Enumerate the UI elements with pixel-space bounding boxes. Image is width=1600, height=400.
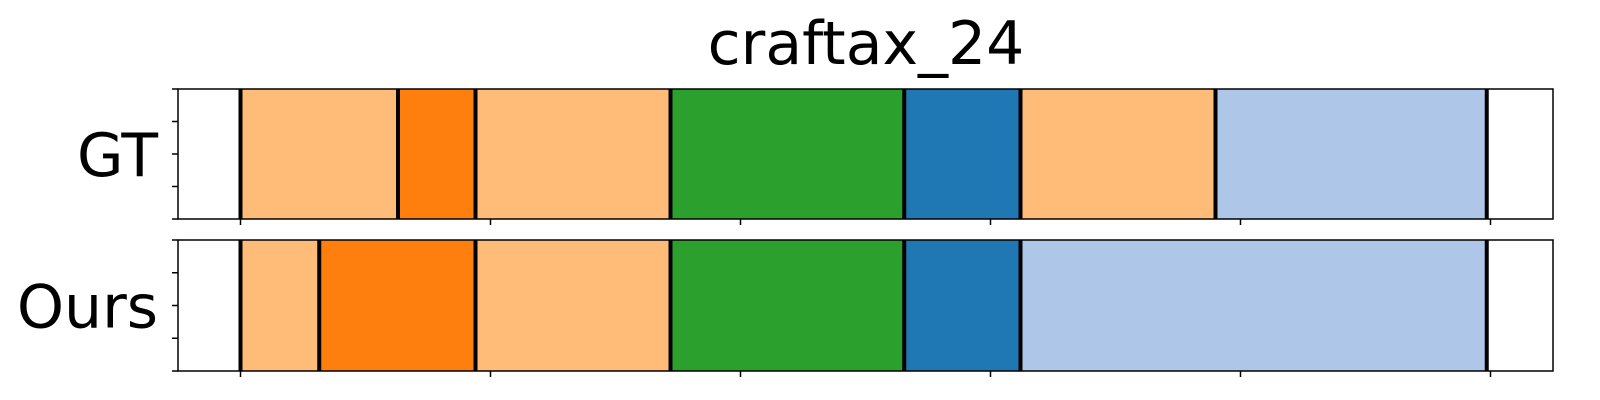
segment	[1215, 89, 1487, 219]
row-gt: GT	[77, 88, 1554, 225]
segment	[904, 89, 1021, 219]
row-ours: Ours	[17, 239, 1554, 377]
segment	[1020, 89, 1216, 219]
segment	[240, 240, 320, 371]
segment	[240, 89, 398, 219]
segment	[670, 89, 905, 219]
segment	[319, 240, 476, 371]
chart-title: craftax_24	[708, 9, 1025, 79]
row-label: GT	[77, 121, 158, 191]
segment	[670, 240, 905, 371]
segment	[1020, 240, 1487, 371]
row-label: Ours	[17, 273, 158, 343]
segment	[475, 89, 671, 219]
segment	[398, 89, 476, 219]
segment	[475, 240, 671, 371]
rows-layer: GT Ours	[17, 88, 1554, 377]
segment	[904, 240, 1021, 371]
